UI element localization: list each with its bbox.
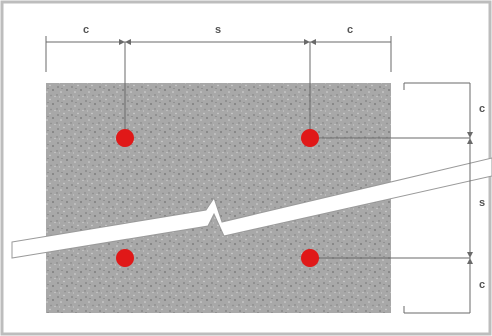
right-dimension-line: [310, 82, 471, 314]
top-dimension-line: [45, 36, 392, 138]
dim-label-top-right: c: [347, 24, 353, 36]
crack-gap: [11, 157, 492, 259]
right-dimension-arrows: [467, 132, 473, 264]
top-dimension-arrows: [119, 39, 316, 45]
anchor-dot-icon: [116, 129, 134, 147]
dim-label-top-left: c: [83, 24, 89, 36]
anchor-dot-icon: [301, 129, 319, 147]
anchor-dot-icon: [116, 249, 134, 267]
anchor-dot-icon: [301, 249, 319, 267]
dim-label-right-middle: s: [479, 197, 485, 209]
dim-label-right-bottom: c: [479, 279, 485, 291]
dim-label-right-top: c: [479, 103, 485, 115]
dim-label-top-middle: s: [215, 24, 221, 36]
